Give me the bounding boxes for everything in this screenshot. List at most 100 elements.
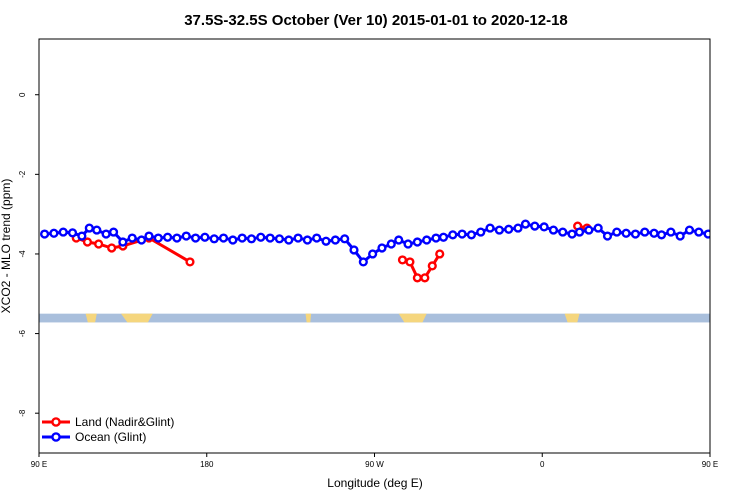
map-ocean-band: [39, 313, 710, 323]
data-point: [422, 235, 432, 245]
y-tick-label: 0: [18, 92, 27, 97]
data-point: [321, 236, 331, 246]
data-point: [666, 227, 676, 237]
data-point: [438, 232, 449, 242]
data-point: [714, 233, 721, 240]
y-tick-label: -2: [18, 170, 27, 178]
data-point: [163, 232, 173, 242]
legend: Land (Nadir&Glint)Ocean (Glint): [42, 415, 174, 444]
data-point: [621, 228, 631, 238]
data-point: [675, 231, 685, 241]
legend-item: Ocean (Glint): [42, 430, 146, 444]
data-point: [584, 225, 594, 235]
data-point: [733, 241, 740, 248]
data-point: [504, 224, 514, 234]
data-point: [84, 223, 94, 233]
x-axis-label: Longitude (deg E): [327, 476, 422, 490]
data-point: [49, 228, 59, 238]
data-point: [284, 235, 294, 245]
x-tick-label: 180: [200, 460, 214, 469]
series-layer: [39, 219, 749, 283]
series-ocean: [39, 219, 749, 267]
data-point: [485, 223, 495, 233]
data-point: [118, 237, 128, 247]
x-tick-label: 0: [540, 460, 545, 469]
data-point: [144, 231, 154, 241]
data-point: [209, 234, 219, 244]
y-tick-label: -6: [18, 329, 27, 337]
data-point: [703, 229, 710, 239]
data-point: [405, 257, 415, 267]
map-land-shape: [121, 313, 153, 323]
legend-marker: [51, 417, 61, 427]
legend-label: Ocean (Glint): [75, 430, 146, 444]
data-point: [228, 235, 238, 245]
data-point: [386, 239, 396, 249]
data-point: [466, 230, 477, 240]
data-point: [237, 233, 247, 243]
data-point: [190, 233, 201, 243]
data-point: [265, 233, 275, 243]
data-point: [358, 257, 368, 267]
data-point: [412, 237, 422, 247]
data-point: [723, 237, 730, 244]
data-point: [530, 221, 540, 231]
data-point: [136, 235, 147, 245]
data-point: [520, 219, 531, 229]
data-point: [435, 249, 445, 259]
data-point: [293, 233, 303, 243]
data-point: [630, 229, 641, 239]
data-point: [742, 233, 749, 240]
data-point: [539, 222, 549, 232]
data-point: [349, 245, 359, 255]
data-point: [403, 239, 413, 249]
data-point: [656, 230, 667, 240]
data-point: [108, 227, 119, 237]
data-point: [567, 229, 577, 239]
data-point: [494, 225, 504, 235]
data-point: [39, 229, 50, 239]
data-point: [513, 223, 523, 233]
map-land-shape: [85, 313, 97, 323]
data-point: [340, 234, 350, 244]
data-point: [330, 235, 340, 245]
data-point: [77, 231, 87, 241]
data-point: [312, 233, 322, 243]
data-point: [200, 232, 210, 242]
data-point: [394, 235, 404, 245]
plot-frame: [38, 38, 711, 454]
x-tick-label: 90 E: [31, 460, 47, 469]
data-point: [476, 227, 486, 237]
y-axis-label: XCO2 - MLO trend (ppm): [0, 179, 13, 314]
data-point: [694, 227, 704, 237]
data-point: [107, 243, 117, 253]
data-point: [101, 229, 111, 239]
map-land-shape: [398, 313, 427, 323]
data-point: [377, 243, 387, 253]
data-point: [412, 273, 422, 283]
data-point: [58, 227, 68, 237]
data-point: [82, 237, 93, 247]
data-point: [94, 239, 104, 249]
data-point: [574, 227, 585, 237]
y-tick-label: -8: [18, 409, 27, 417]
data-point: [127, 233, 137, 243]
x-axis: 90 E 180 90 W 0 90 E: [31, 453, 718, 469]
data-point: [185, 257, 195, 267]
data-point: [256, 232, 266, 242]
legend-item: Land (Nadir&Glint): [42, 415, 174, 429]
data-point: [397, 255, 408, 265]
data-point: [684, 225, 695, 235]
world-map-strip: [39, 313, 710, 323]
x-tick-label: 90 W: [365, 460, 384, 469]
data-point: [457, 229, 467, 239]
data-point: [649, 228, 659, 238]
legend-marker: [51, 432, 61, 442]
data-point: [420, 273, 430, 283]
data-point: [640, 227, 650, 237]
data-point: [274, 234, 285, 244]
y-tick-label: -4: [18, 250, 27, 258]
data-point: [431, 233, 441, 243]
x-tick-label: 90 E: [702, 460, 718, 469]
map-land-shape: [305, 313, 312, 323]
